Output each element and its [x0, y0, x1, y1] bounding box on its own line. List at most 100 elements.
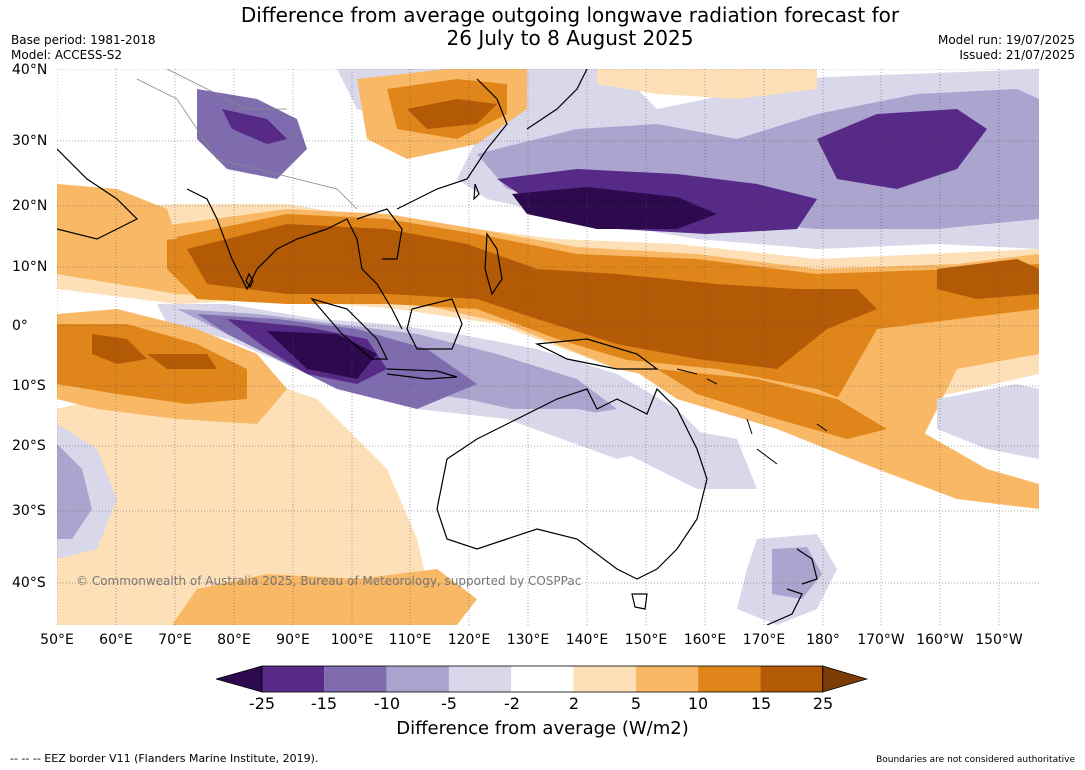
colorbar-segment	[760, 666, 823, 692]
colorbar-tick: -5	[441, 694, 457, 713]
region-neg25-north	[512, 187, 717, 229]
region-neg25-indian-ocean	[267, 331, 377, 379]
islands-solomon	[676, 368, 718, 385]
islands-fiji	[816, 423, 828, 432]
coast-sumatra	[310, 297, 388, 360]
lon-label: 170°W	[857, 632, 905, 648]
border-asia-2	[166, 69, 287, 110]
colorbar-tick: 10	[687, 694, 709, 713]
coast-borneo	[406, 298, 463, 350]
colorbar	[216, 665, 869, 693]
colorbar-tick: 2	[568, 694, 580, 713]
lat-label: 40°N	[12, 62, 48, 78]
model-name: Model: ACCESS-S2	[11, 48, 123, 62]
region-neg5-tasman	[772, 547, 822, 599]
lon-label: 50°E	[40, 632, 74, 648]
eez-border-note: -- -- -- EEZ border V11 (Flanders Marine…	[10, 752, 319, 765]
coast-arabia	[57, 148, 139, 240]
model-run: Model run: 19/07/2025	[937, 33, 1075, 47]
coast-newguinea	[534, 338, 659, 370]
coast-japan	[526, 69, 588, 130]
colorbar-segment	[511, 666, 574, 692]
lon-label: 90°E	[276, 632, 310, 648]
coast-tasmania	[631, 593, 648, 610]
coast-indochina	[356, 208, 403, 260]
lat-label: 10°S	[12, 378, 46, 394]
lon-label: 130°E	[506, 632, 550, 648]
meta-right: Model run: 19/07/2025 Issued: 21/07/2025	[938, 33, 1075, 63]
region-neg5-far-southwest	[57, 444, 92, 539]
lon-label: 70°E	[158, 632, 192, 648]
colorbar-segment	[448, 666, 512, 692]
lon-label: 140°E	[565, 632, 609, 648]
lon-label: 100°E	[330, 632, 374, 648]
region-pos10-southpacific-arm	[657, 369, 887, 439]
colorbar-extend-min	[216, 665, 263, 693]
coast-se-asia	[326, 218, 403, 330]
region-pos15-southwest-blob-2	[147, 354, 217, 369]
lon-label: 170°E	[742, 632, 786, 648]
region-pos5-arabia	[57, 184, 177, 244]
lon-label: 110°E	[388, 632, 432, 648]
colorbar-tick: -10	[373, 694, 401, 713]
lat-label: 30°N	[12, 133, 48, 149]
lat-label: 0°	[12, 318, 28, 334]
colorbar-segment	[324, 666, 387, 692]
coast-java	[386, 368, 458, 380]
lon-label: 80°E	[217, 632, 251, 648]
lon-label: 160°E	[683, 632, 727, 648]
colorbar-segment	[698, 666, 761, 692]
map-title: Difference from average outgoing longwav…	[0, 4, 1085, 50]
region-pos25-north-orange	[407, 99, 497, 129]
lat-label: 10°N	[12, 259, 48, 275]
colorbar-segment	[635, 666, 699, 692]
region-neg10-north-india	[222, 109, 287, 144]
lat-label: 20°S	[12, 438, 46, 454]
copyright-notice: © Commonwealth of Australia 2025, Bureau…	[76, 574, 582, 588]
lon-label: 120°E	[447, 632, 491, 648]
coast-srilanka	[245, 272, 254, 289]
lon-label: 160°W	[916, 632, 964, 648]
region-neg2-east	[937, 384, 1039, 459]
meta-left: Base period: 1981-2018 Model: ACCESS-S2	[11, 33, 156, 63]
pacific-islands	[676, 368, 828, 465]
coast-australia	[436, 387, 708, 580]
region-neg2-australia	[477, 409, 757, 489]
islands-newcaledonia	[756, 448, 778, 465]
colorbar-tick: 15	[750, 694, 772, 713]
region-neg25-northeast	[817, 109, 987, 189]
lat-label: 40°S	[12, 575, 46, 591]
boundaries-disclaimer: Boundaries are not considered authoritat…	[876, 755, 1075, 765]
title-line-1: Difference from average outgoing longwav…	[240, 3, 900, 27]
coast-china	[396, 78, 508, 210]
title-line-2: 26 July to 8 August 2025	[446, 26, 694, 50]
border-asia	[136, 78, 358, 210]
lon-label: 180°	[806, 632, 840, 648]
coast-taiwan	[473, 183, 480, 201]
lat-label: 30°S	[12, 503, 46, 519]
colorbar-segment	[386, 666, 449, 692]
lat-label: 20°N	[12, 198, 48, 214]
lon-label: 150°W	[975, 632, 1023, 648]
lon-label: 60°E	[99, 632, 133, 648]
olr-anomaly-map	[57, 69, 1039, 625]
colorbar-segment	[262, 666, 325, 692]
country-borders	[136, 69, 358, 210]
region-pos5-northeast-top	[597, 69, 817, 99]
region-pos5-south-indian	[172, 569, 477, 625]
colorbar-extend-max	[822, 665, 869, 693]
coast-philippines	[484, 232, 503, 296]
region-pos15-southwest-blob	[92, 334, 147, 364]
region-pos15-tropics	[187, 224, 877, 369]
coastlines	[57, 69, 818, 625]
region-pos2-southwest	[57, 369, 437, 625]
base-period: Base period: 1981-2018	[11, 33, 156, 47]
colorbar-segment	[573, 666, 636, 692]
colorbar-title: Difference from average (W/m2)	[396, 718, 689, 739]
issued-date: Issued: 21/07/2025	[959, 48, 1075, 62]
colorbar-tick: -15	[310, 694, 338, 713]
colorbar-tick: 25	[812, 694, 834, 713]
region-pos15-east-pacific	[937, 259, 1039, 299]
coast-india	[186, 188, 328, 291]
lon-label: 150°E	[624, 632, 668, 648]
